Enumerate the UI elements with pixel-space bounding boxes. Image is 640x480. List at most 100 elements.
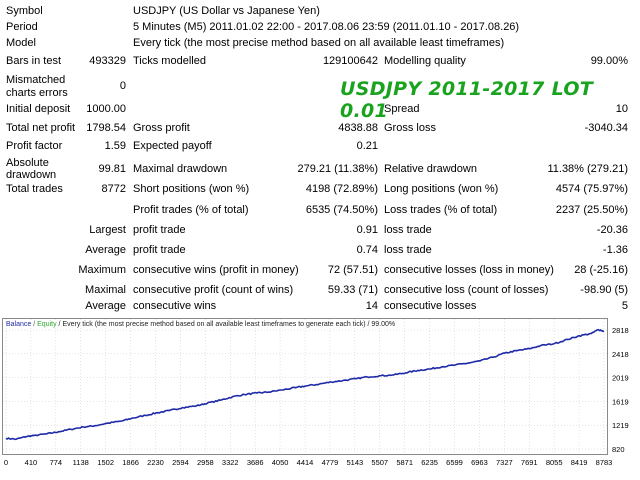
x-tick-label: 6235	[421, 458, 438, 467]
average-profit-label: profit trade	[133, 244, 186, 256]
period-value: 5 Minutes (M5) 2011.01.02 22:00 - 2017.0…	[133, 21, 520, 33]
legend-equity: Equity	[37, 321, 57, 328]
x-tick-label: 8419	[571, 458, 588, 467]
period-label: Period	[6, 21, 38, 33]
mismatched-label-line1: Mismatched	[6, 74, 66, 86]
total-trades-value: 8772	[101, 183, 126, 195]
loss-trades-value: 2237 (25.50%)	[555, 204, 628, 216]
x-tick-label: 1138	[73, 458, 89, 467]
x-tick-label: 3322	[222, 458, 239, 467]
y-tick-label: 2019	[612, 374, 629, 383]
maximal-profit-label: consecutive profit (count of wins)	[133, 284, 294, 296]
y-tick-label: 2418	[612, 350, 629, 359]
gross-profit-value: 4838.88	[338, 122, 378, 134]
maximal-label: Maximal	[85, 284, 126, 296]
spread-value: 10	[615, 103, 628, 115]
overlay-title: USDJPY 2011-2017 LOT 0.01	[340, 78, 594, 122]
modelling-quality-label: Modelling quality	[384, 55, 466, 67]
maximal-loss-label: consecutive loss (count of losses)	[384, 284, 549, 296]
x-tick-label: 0	[4, 458, 8, 467]
short-positions-label: Short positions (won %)	[133, 183, 250, 195]
model-value: Every tick (the most precise method base…	[133, 37, 505, 49]
bars-in-test-label: Bars in test	[6, 55, 62, 67]
mismatched-label-line2: charts errors	[6, 87, 68, 99]
ticks-modelled-label: Ticks modelled	[133, 55, 206, 67]
legend-separator: /	[31, 321, 37, 328]
profit-trades-label: Profit trades (% of total)	[133, 204, 249, 216]
x-tick-label: 774	[50, 458, 63, 467]
maximal-drawdown-value: 279.21 (11.38%)	[297, 163, 378, 175]
relative-drawdown-value: 11.38% (279.21)	[547, 163, 628, 175]
legend-balance: Balance	[6, 321, 31, 328]
expected-payoff-value: 0.21	[356, 140, 378, 152]
x-tick-label: 5143	[346, 458, 363, 467]
x-tick-label: 2230	[147, 458, 164, 467]
total-net-profit-value: 1798.54	[86, 122, 126, 134]
total-trades-label: Total trades	[6, 183, 63, 195]
average-consecutive-losses-label: consecutive losses	[384, 300, 477, 312]
largest-profit-label: profit trade	[133, 224, 186, 236]
x-tick-label: 2958	[197, 458, 214, 467]
short-positions-value: 4198 (72.89%)	[305, 183, 378, 195]
mismatched-value: 0	[119, 80, 126, 92]
chart-background	[0, 316, 640, 480]
gross-profit-label: Gross profit	[133, 122, 190, 134]
x-tick-label: 1502	[97, 458, 114, 467]
average-consecutive-wins-label: consecutive wins	[133, 300, 217, 312]
largest-profit-value: 0.91	[356, 224, 378, 236]
maximum-wins-label: consecutive wins (profit in money)	[133, 264, 299, 276]
absolute-drawdown-label-line2: drawdown	[6, 169, 57, 181]
y-tick-label: 1619	[612, 397, 629, 406]
x-tick-label: 3686	[247, 458, 264, 467]
profit-trades-value: 6535 (74.50%)	[305, 204, 378, 216]
x-tick-label: 1866	[122, 458, 139, 467]
balance-chart: Balance / Equity / Every tick (the most …	[0, 316, 640, 480]
bars-in-test-value: 493329	[89, 55, 126, 67]
loss-trades-label: Loss trades (% of total)	[384, 204, 498, 216]
symbol-label: Symbol	[6, 5, 43, 17]
modelling-quality-value: 99.00%	[590, 55, 628, 67]
maximal-profit-value: 59.33 (71)	[327, 284, 378, 296]
symbol-value: USDJPY (US Dollar vs Japanese Yen)	[133, 5, 320, 17]
absolute-drawdown-value: 99.81	[98, 163, 126, 175]
y-axis-ticks: 2818 2418 2019 1619 1219 820	[612, 326, 629, 454]
long-positions-value: 4574 (75.97%)	[555, 183, 628, 195]
x-tick-label: 8783	[596, 458, 613, 467]
y-tick-label: 1219	[612, 421, 629, 430]
spread-label: Spread	[384, 103, 420, 115]
average-label: Average	[85, 244, 126, 256]
balance-line	[5, 328, 605, 441]
initial-deposit-label: Initial deposit	[6, 103, 71, 115]
maximum-wins-value: 72 (57.51)	[327, 264, 378, 276]
initial-deposit-value: 1000.00	[86, 103, 126, 115]
largest-loss-label: loss trade	[384, 224, 432, 236]
absolute-drawdown-label-line1: Absolute	[6, 157, 49, 169]
x-tick-label: 5507	[371, 458, 388, 467]
x-tick-label: 7327	[496, 458, 513, 467]
average-loss-label: loss trade	[384, 244, 432, 256]
x-tick-label: 4779	[322, 458, 339, 467]
model-label: Model	[6, 37, 36, 49]
chart-legend: Balance / Equity / Every tick (the most …	[6, 321, 395, 328]
largest-loss-value: -20.36	[596, 224, 628, 236]
total-net-profit-label: Total net profit	[6, 122, 76, 134]
ticks-modelled-value: 129100642	[322, 55, 378, 67]
average-consecutive-wins-value: 14	[365, 300, 378, 312]
long-positions-label: Long positions (won %)	[384, 183, 499, 195]
average-profit-value: 0.74	[356, 244, 378, 256]
x-tick-label: 5871	[396, 458, 413, 467]
largest-label: Largest	[89, 224, 126, 236]
maximal-loss-value: -98.90 (5)	[580, 284, 628, 296]
x-tick-label: 410	[25, 458, 38, 467]
x-tick-label: 7691	[521, 458, 538, 467]
profit-factor-value: 1.59	[104, 140, 126, 152]
x-tick-label: 2594	[172, 458, 189, 467]
maximum-losses-value: 28 (-25.16)	[574, 264, 628, 276]
x-tick-label: 8055	[546, 458, 563, 467]
maximal-drawdown-label: Maximal drawdown	[133, 163, 228, 175]
chart-frame	[2, 318, 608, 455]
average-consecutive-label: Average	[85, 300, 126, 312]
gross-loss-label: Gross loss	[384, 122, 436, 134]
profit-factor-label: Profit factor	[6, 140, 63, 152]
maximum-label: Maximum	[78, 264, 126, 276]
